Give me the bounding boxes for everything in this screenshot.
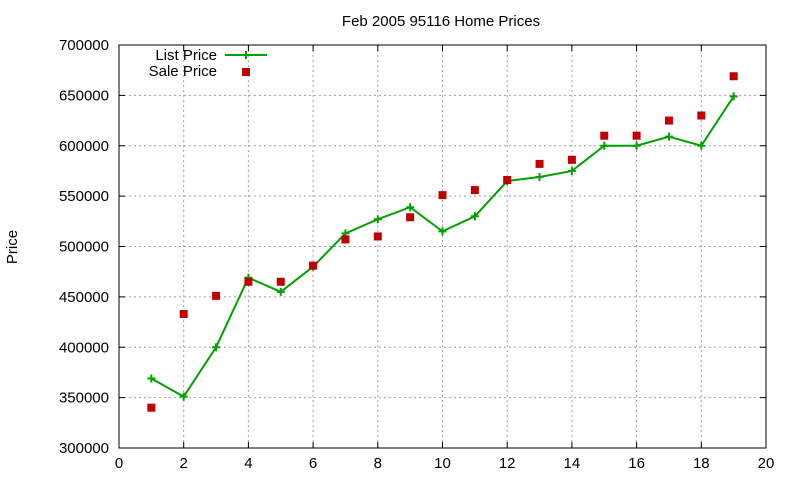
x-tick-label: 10: [434, 455, 451, 472]
x-tick-label: 14: [564, 455, 581, 472]
x-tick-label: 0: [115, 455, 123, 472]
list-price-point: [729, 92, 738, 101]
x-tick-label: 12: [499, 455, 516, 472]
chart-title: Feb 2005 95116 Home Prices: [342, 13, 540, 30]
sale-price-point: [632, 131, 641, 140]
y-tick-label: 500000: [59, 239, 109, 256]
sale-price-point: [729, 72, 738, 81]
list-price-point: [373, 215, 382, 224]
sale-price-point: [147, 403, 156, 412]
x-tick-label: 8: [374, 455, 382, 472]
list-price-point: [212, 343, 221, 352]
tick-layer: 0 2 4 6 8 10 12 14 16 18 20 300000 350000 400000 45000…: [59, 37, 774, 472]
x-tick-label: 18: [693, 455, 710, 472]
sale-price-point: [179, 310, 188, 319]
legend: List Price Sale Price: [149, 47, 267, 80]
sale-price-point: [438, 191, 447, 200]
y-tick-label: 300000: [59, 440, 109, 457]
legend-marker-list-price: [242, 51, 250, 59]
x-tick-label: 6: [309, 455, 317, 472]
legend-label-sale-price: Sale Price: [149, 63, 217, 80]
y-tick-label: 600000: [59, 138, 109, 155]
list-price-point: [567, 166, 576, 175]
y-tick-label: 450000: [59, 289, 109, 306]
y-tick-label: 650000: [59, 87, 109, 104]
list-price-point: [470, 212, 479, 221]
x-tick-label: 2: [180, 455, 188, 472]
list-price-point: [697, 141, 706, 150]
y-tick-label: 400000: [59, 339, 109, 356]
legend-marker-sale-price: [242, 68, 250, 76]
sale-price-point: [244, 277, 253, 286]
sale-price-point: [406, 213, 415, 222]
list-price-point: [664, 132, 673, 141]
list-price-point: [406, 203, 415, 212]
sale-price-point: [503, 176, 512, 185]
x-tick-label: 16: [628, 455, 645, 472]
sale-price-point: [600, 131, 609, 140]
list-price-point: [147, 374, 156, 383]
sale-price-point: [567, 155, 576, 164]
grid-layer: [119, 45, 766, 448]
series-layer: [147, 72, 738, 412]
sale-price-point: [276, 277, 285, 286]
sale-price-point: [212, 291, 221, 300]
sale-price-point: [341, 235, 350, 244]
sale-price-point: [470, 186, 479, 195]
y-tick-label: 350000: [59, 390, 109, 407]
sale-price-point: [697, 111, 706, 120]
x-tick-label: 20: [758, 455, 775, 472]
sale-price-point: [535, 159, 544, 168]
list-price-point: [535, 172, 544, 181]
y-tick-label: 550000: [59, 188, 109, 205]
list-price-point: [600, 141, 609, 150]
y-axis-label: Price: [4, 230, 21, 264]
legend-label-list-price: List Price: [155, 47, 217, 64]
list-price-point: [179, 392, 188, 401]
sale-price-point: [373, 232, 382, 241]
list-price-point: [276, 287, 285, 296]
x-tick-label: 4: [244, 455, 252, 472]
list-price-point: [632, 141, 641, 150]
sale-price-point: [309, 261, 318, 270]
plot-frame: [118, 44, 767, 449]
y-tick-label: 700000: [59, 37, 109, 54]
list-price-point: [438, 227, 447, 236]
sale-price-point: [664, 116, 673, 125]
